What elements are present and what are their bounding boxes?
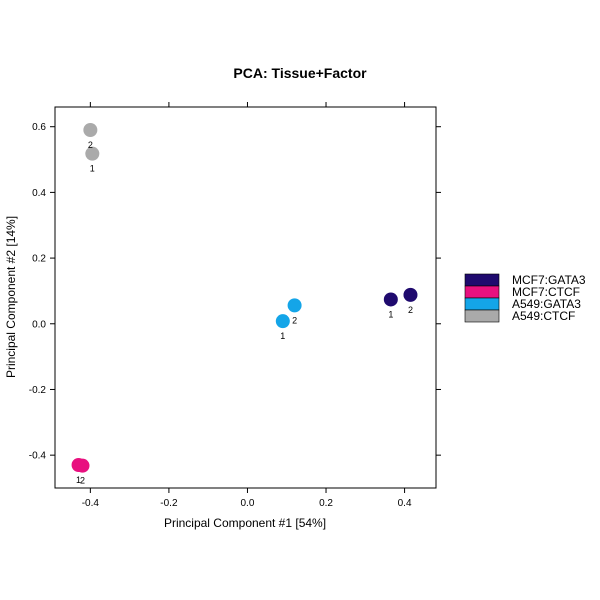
point-label: 1 xyxy=(388,309,393,319)
y-tick-label: 0.0 xyxy=(32,319,46,330)
point-label: 2 xyxy=(408,305,413,315)
data-point xyxy=(83,122,98,137)
point-label: 2 xyxy=(80,476,85,486)
data-point xyxy=(383,292,398,307)
y-tick-label: -0.4 xyxy=(29,451,47,462)
x-axis-title: Principal Component #1 [54%] xyxy=(164,516,326,530)
x-tick-label: -0.2 xyxy=(160,498,178,509)
point-label: 1 xyxy=(280,331,285,341)
data-point xyxy=(275,314,290,329)
data-point xyxy=(75,458,90,473)
legend-swatch xyxy=(464,297,500,311)
y-tick-label: 0.4 xyxy=(32,188,46,199)
point-label: 2 xyxy=(292,315,297,325)
point-label: 1 xyxy=(76,475,81,485)
legend-label: MCF7:CTCF xyxy=(512,285,580,299)
data-point xyxy=(85,146,100,161)
chart-title: PCA: Tissue+Factor xyxy=(233,65,367,81)
point-label: 1 xyxy=(90,164,95,174)
data-point xyxy=(403,287,418,302)
plot-panel: -0.4 -0.2 0.0 0.2 0.4-0.4-0.20.00.20.40.61 21… xyxy=(29,102,441,509)
legend-swatch xyxy=(464,309,500,323)
y-tick-label: -0.2 xyxy=(29,385,47,396)
x-tick-label: 0.2 xyxy=(319,498,333,509)
y-axis-title: Principal Component #2 [14%] xyxy=(4,216,18,378)
legend-swatch xyxy=(464,273,500,287)
plot-frame xyxy=(54,106,437,489)
x-tick-label: 0.0 xyxy=(241,498,255,509)
legend-label: MCF7:GATA3 xyxy=(512,273,586,287)
y-tick-label: 0.6 xyxy=(32,122,46,133)
y-tick-label: 0.2 xyxy=(32,254,46,265)
point-label: 2 xyxy=(88,140,93,150)
legend-label: A549:CTCF xyxy=(512,309,575,323)
x-tick-label: 0.4 xyxy=(398,498,412,509)
legend-swatch xyxy=(464,285,500,299)
data-point xyxy=(287,298,302,313)
x-tick-label: -0.4 xyxy=(82,498,100,509)
legend-label: A549:GATA3 xyxy=(512,297,581,311)
